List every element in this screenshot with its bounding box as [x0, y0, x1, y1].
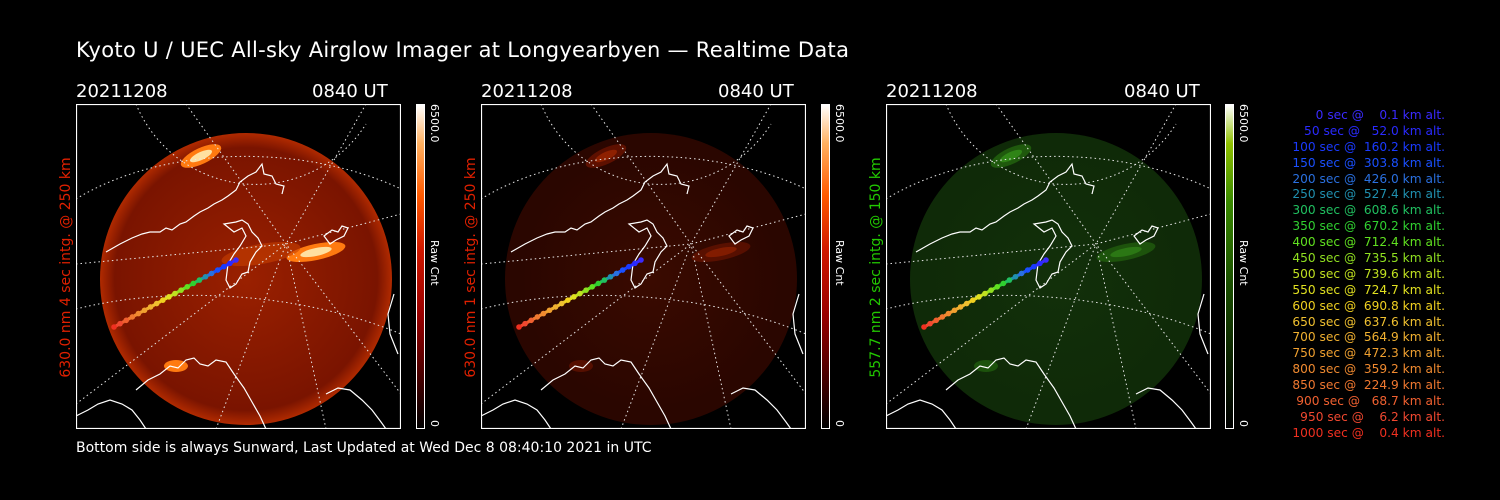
panel-1-ylabel: 630.0 nm 4 sec intg. @ 250 km	[58, 157, 74, 378]
panel-3-time: 0840 UT	[1124, 81, 1200, 102]
allsky-map-svg	[886, 104, 1211, 429]
panel-3-colorbar	[1225, 104, 1234, 429]
trajectory-point	[921, 324, 927, 330]
panel-2-cbar-max: 6500.0	[833, 104, 846, 143]
legend-row: 50 sec @ 52.0 km alt.	[1296, 123, 1445, 138]
panel-3-cbar-unit: Raw Cnt	[1237, 240, 1250, 286]
page-title: Kyoto U / UEC All-sky Airglow Imager at …	[76, 38, 850, 62]
panel-frame	[481, 104, 806, 429]
legend-row: 350 sec @ 670.2 km alt.	[1288, 219, 1445, 234]
panel-1-colorbar	[416, 104, 425, 429]
legend-row: 450 sec @ 735.5 km alt.	[1288, 251, 1445, 266]
panel-2-time: 0840 UT	[718, 81, 794, 102]
panel-2-ylabel: 630.0 nm 1 sec intg. @ 250 km	[463, 157, 479, 378]
coastlines	[76, 162, 399, 429]
graticule	[76, 104, 401, 429]
legend-row: 200 sec @ 426.0 km alt.	[1288, 171, 1445, 186]
panel-3-cbar-max: 6500.0	[1237, 104, 1250, 143]
panel-1-cbar-unit: Raw Cnt	[428, 240, 441, 286]
coastlines	[481, 162, 804, 429]
legend-row: 400 sec @ 712.4 km alt.	[1288, 235, 1445, 250]
panel-1-cbar-min: 0	[428, 420, 441, 427]
legend-row: 900 sec @ 68.7 km alt.	[1292, 394, 1445, 409]
legend-row: 100 sec @ 160.2 km alt.	[1288, 139, 1445, 154]
legend-row: 700 sec @ 564.9 km alt.	[1288, 330, 1445, 345]
legend-row: 650 sec @ 637.6 km alt.	[1288, 314, 1445, 329]
legend-row: 800 sec @ 359.2 km alt.	[1288, 362, 1445, 377]
sky-disk	[910, 133, 1202, 425]
trajectory	[111, 257, 239, 330]
panel-1-allsky-image	[76, 104, 401, 429]
legend-row: 850 sec @ 224.9 km alt.	[1288, 378, 1445, 393]
legend-row: 500 sec @ 739.6 km alt.	[1288, 266, 1445, 281]
legend-row: 150 sec @ 303.8 km alt.	[1288, 155, 1445, 170]
footer-note: Bottom side is always Sunward, Last Upda…	[76, 440, 652, 456]
graticule	[481, 104, 806, 429]
panel-2-colorbar	[821, 104, 830, 429]
legend-row: 250 sec @ 527.4 km alt.	[1288, 187, 1445, 202]
legend-row: 1000 sec @ 0.4 km alt.	[1292, 425, 1445, 440]
trajectory	[516, 257, 644, 330]
legend-row: 550 sec @ 724.7 km alt.	[1288, 282, 1445, 297]
legend-row: 600 sec @ 690.8 km alt.	[1288, 298, 1445, 313]
panel-1-time: 0840 UT	[312, 81, 388, 102]
panel-3-allsky-image	[886, 104, 1211, 429]
trajectory-point	[516, 324, 522, 330]
legend-row: 950 sec @ 6.2 km alt.	[1296, 409, 1445, 424]
panel-3-cbar-min: 0	[1237, 420, 1250, 427]
legend-row: 0 sec @ 0.1 km alt.	[1304, 108, 1445, 122]
panel-1-date: 20211208	[76, 81, 168, 102]
trajectory	[921, 257, 1049, 330]
panel-1-cbar-max: 6500.0	[428, 104, 441, 143]
panel-3-ylabel: 557.7 nm 2 sec intg. @ 150 km	[868, 157, 884, 378]
panel-frame	[886, 104, 1211, 429]
panel-frame	[76, 104, 401, 429]
sky-disk	[100, 133, 392, 425]
allsky-map-svg	[481, 104, 806, 429]
sky-disk	[505, 133, 797, 425]
panel-2-cbar-min: 0	[833, 420, 846, 427]
legend-row: 750 sec @ 472.3 km alt.	[1288, 346, 1445, 361]
panel-2-date: 20211208	[481, 81, 573, 102]
panel-2-allsky-image	[481, 104, 806, 429]
trajectory-point	[111, 324, 117, 330]
panel-3-date: 20211208	[886, 81, 978, 102]
legend-row: 300 sec @ 608.6 km alt.	[1288, 203, 1445, 218]
graticule	[886, 104, 1211, 429]
coastlines	[886, 162, 1209, 429]
allsky-map-svg	[76, 104, 401, 429]
panel-2-cbar-unit: Raw Cnt	[833, 240, 846, 286]
trajectory-legend: 0 sec @ 0.1 km alt. 50 sec @ 52.0 km alt…	[1255, 108, 1445, 442]
